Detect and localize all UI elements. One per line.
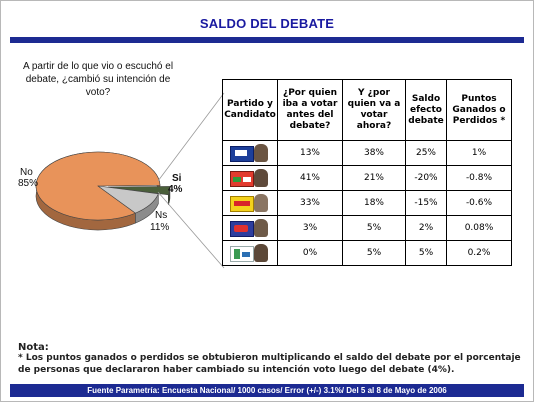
balance-cell: -20% — [405, 165, 447, 191]
note-label: Nota: — [18, 342, 49, 353]
column-header-now: Y ¿por quien va a votar ahora? — [342, 79, 406, 141]
before-cell: 13% — [277, 140, 343, 166]
table-row: 13% 38% 25% 1% — [222, 140, 512, 166]
party-cell — [222, 140, 278, 166]
pie-slice-ns — [97, 185, 159, 214]
points-cell: 0.2% — [446, 240, 512, 266]
column-header-party: Partido y Candidato — [222, 79, 278, 141]
before-cell: 0% — [277, 240, 343, 266]
before-cell: 3% — [277, 215, 343, 241]
slice-value-no: 85% — [18, 178, 38, 189]
party-cell — [222, 190, 278, 216]
points-cell: -0.6% — [446, 190, 512, 216]
points-cell: -0.8% — [446, 165, 512, 191]
party-cell — [222, 240, 278, 266]
now-cell: 21% — [342, 165, 406, 191]
slide-title: SALDO DEL DEBATE — [199, 16, 335, 31]
alternativa-logo — [230, 244, 270, 262]
balance-cell: 2% — [405, 215, 447, 241]
table-row: 3% 5% 2% 0.08% — [222, 215, 512, 241]
slice-label-no: No — [20, 167, 33, 178]
por-el-bien-de-todos-logo — [230, 194, 270, 212]
nueva-alianza-logo — [230, 219, 270, 237]
note-text: * Los puntos ganados o perdidos se obtub… — [18, 353, 521, 375]
now-cell: 5% — [342, 240, 406, 266]
now-cell: 18% — [342, 190, 406, 216]
pie-slice-si — [107, 186, 171, 196]
slice-value-ns: 11% — [150, 222, 169, 233]
column-header-balance: Saldo efecto debate — [405, 79, 447, 141]
connector-line-bottom — [157, 191, 225, 269]
column-header-points: Puntos Ganados o Perdidos * — [446, 79, 512, 141]
table-row: 0% 5% 5% 0.2% — [222, 240, 512, 266]
balance-cell: -15% — [405, 190, 447, 216]
balance-cell: 5% — [405, 240, 447, 266]
pan-logo — [230, 144, 270, 162]
slice-label-ns: Ns — [155, 210, 167, 221]
before-cell: 33% — [277, 190, 343, 216]
points-cell: 1% — [446, 140, 512, 166]
connector-line-top — [157, 92, 225, 182]
balance-cell: 25% — [405, 140, 447, 166]
table-header-row: Partido y Candidato ¿Por quien iba a vot… — [222, 79, 512, 141]
table-row: 33% 18% -15% -0.6% — [222, 190, 512, 216]
source-footer: Fuente Parametría: Encuesta Nacional/ 10… — [10, 384, 524, 397]
results-table: Partido y Candidato ¿Por quien iba a vot… — [222, 79, 512, 266]
slice-value-si: 4% — [168, 184, 183, 195]
now-cell: 5% — [342, 215, 406, 241]
points-cell: 0.08% — [446, 215, 512, 241]
now-cell: 38% — [342, 140, 406, 166]
alianza-por-mexico-logo — [230, 169, 270, 187]
table-row: 41% 21% -20% -0.8% — [222, 165, 512, 191]
survey-question: A partir de lo que vio o escuchó el deba… — [22, 61, 174, 98]
column-header-before: ¿Por quien iba a votar antes del debate? — [277, 79, 343, 141]
slice-label-si: Si — [172, 173, 182, 184]
before-cell: 41% — [277, 165, 343, 191]
party-cell — [222, 215, 278, 241]
party-cell — [222, 165, 278, 191]
title-rule — [10, 37, 524, 43]
